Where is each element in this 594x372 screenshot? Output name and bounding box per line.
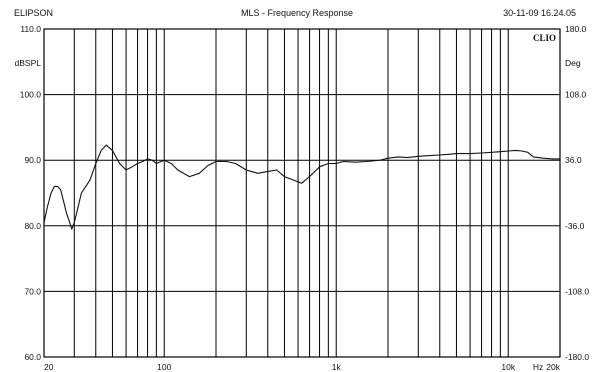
y2-axis-label: Deg [565,58,581,68]
vertical-grid [73,29,509,357]
y-tick-label: 110.0 [20,24,41,34]
x-tick-label: 1k [332,362,342,372]
horizontal-grid [44,28,560,358]
header-project-label: ELIPSON [14,8,54,18]
y-tick-label: 60.0 [24,352,41,362]
y-tick-label: 70.0 [24,286,41,296]
y-tick-label: 90.0 [24,155,41,165]
y2-tick-label: 180.0 [565,24,587,34]
timestamp: 30-11-09 16.24.05 [503,8,576,18]
y-tick-label: 100.0 [20,90,42,100]
x-tick-label: 20k [546,362,560,372]
x-tick-label: 100 [157,362,171,372]
y-axis-label: dBSPL [15,58,42,68]
x-tick-label: 20 [44,362,54,372]
y2-tick-label: 36.0 [565,155,582,165]
x-tick-label: 10k [501,362,515,372]
x-unit-label: Hz [533,362,543,372]
y-tick-label: 80.0 [24,221,41,231]
y2-tick-label: -36.0 [565,221,585,231]
clio-brand-logo: CLIO [533,33,556,43]
y2-tick-label: -180.0 [565,352,589,362]
plot-border [43,28,561,358]
y2-tick-label: 108.0 [565,90,587,100]
chart-title: MLS - Frequency Response [240,8,354,18]
response-series-line [43,144,560,230]
y2-tick-label: -108.0 [565,286,589,296]
